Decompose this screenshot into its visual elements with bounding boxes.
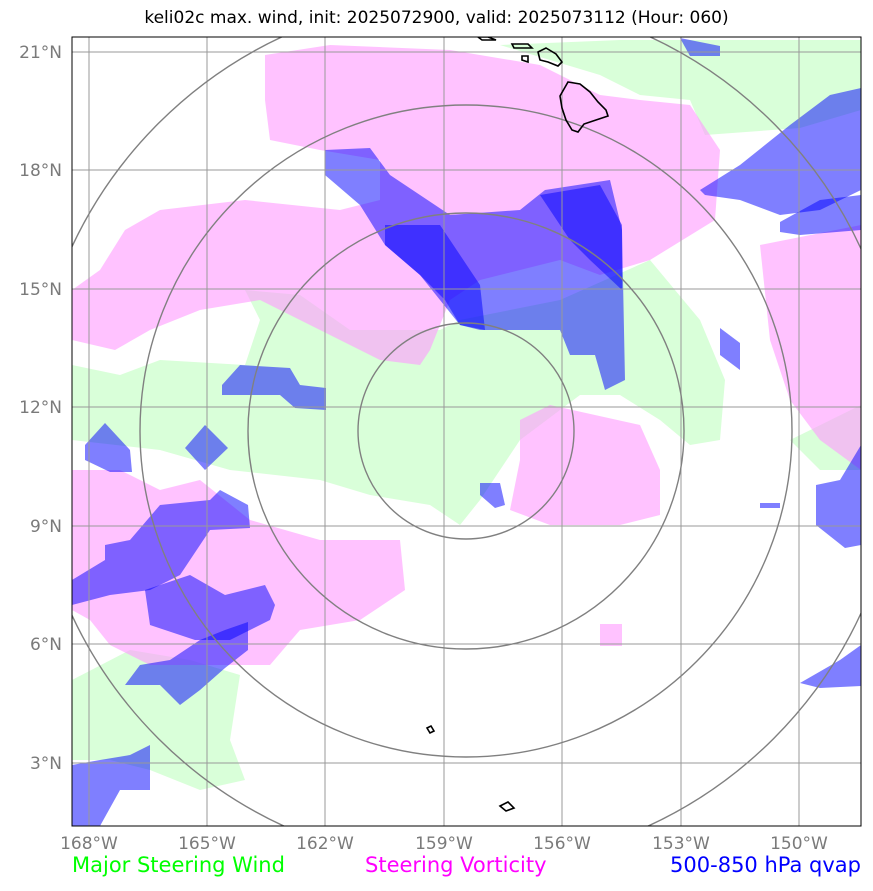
lat-label: 9°N — [30, 517, 62, 537]
lanai-island — [521, 55, 529, 64]
molokai-island — [510, 43, 534, 49]
southern-atoll — [498, 801, 516, 812]
gridlines — [72, 37, 861, 826]
lon-label: 168°W — [60, 834, 118, 854]
lat-label: 15°N — [19, 280, 62, 300]
lon-label: 159°W — [415, 834, 473, 854]
map-title: keli02c max. wind, init: 2025072900, val… — [144, 8, 729, 28]
lon-label: 165°W — [178, 834, 236, 854]
latitude-labels: 21°N 18°N 15°N 12°N 9°N 6°N 3°N — [19, 43, 62, 774]
lat-label: 12°N — [19, 398, 62, 418]
range-rings — [72, 37, 861, 826]
legend-steering-vorticity: Steering Vorticity — [365, 853, 547, 877]
small-atoll — [425, 724, 436, 735]
lon-label: 150°W — [770, 834, 828, 854]
longitude-labels: 168°W 165°W 162°W 159°W 156°W 153°W 150°… — [60, 834, 828, 854]
lon-label: 153°W — [652, 834, 710, 854]
lat-label: 18°N — [19, 161, 62, 181]
lon-label: 162°W — [296, 834, 354, 854]
coastlines — [425, 37, 610, 812]
lon-label: 156°W — [533, 834, 591, 854]
plot-frame — [71, 36, 862, 827]
lat-label: 6°N — [30, 635, 62, 655]
oahu-island — [476, 37, 497, 41]
hawaii-island — [559, 81, 610, 133]
maui-island — [537, 47, 564, 67]
lat-label: 3°N — [30, 754, 62, 774]
lat-label: 21°N — [19, 43, 62, 63]
legend-qvap: 500-850 hPa qvap — [670, 853, 861, 877]
legend-steering-wind: Major Steering Wind — [72, 853, 285, 877]
